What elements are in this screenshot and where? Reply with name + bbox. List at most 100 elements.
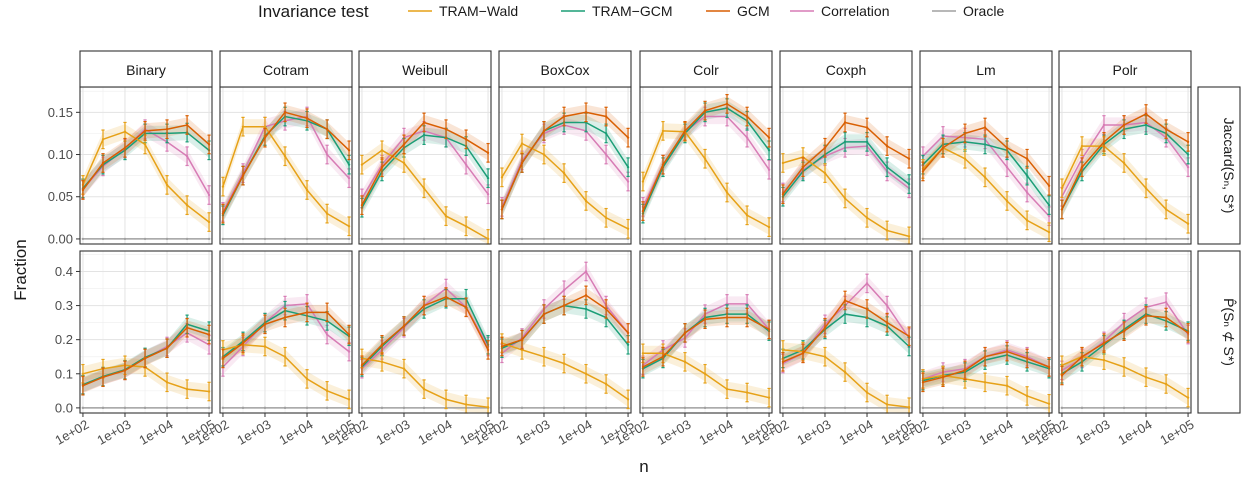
data-point <box>801 406 805 410</box>
data-point <box>464 138 468 141</box>
strip-coxph: Coxph <box>779 50 913 88</box>
data-point <box>347 237 351 241</box>
data-point <box>745 391 749 394</box>
data-point <box>1025 237 1029 241</box>
data-point <box>305 311 309 314</box>
panel-lm-row1 <box>919 86 1053 245</box>
ribbon-tram-wald <box>1061 138 1189 232</box>
panel-coxph-row2 <box>779 250 913 414</box>
x-tick-label: 1e+03 <box>934 417 973 448</box>
strip-box <box>919 50 1053 88</box>
data-point <box>1144 314 1148 317</box>
data-point <box>703 157 707 160</box>
panel-background <box>780 251 912 413</box>
data-point <box>921 381 925 384</box>
data-point <box>123 237 127 241</box>
data-point <box>221 212 225 215</box>
data-point <box>1186 222 1190 225</box>
data-point <box>283 237 287 241</box>
data-point <box>500 208 504 211</box>
data-point <box>1186 331 1190 335</box>
data-point <box>983 143 987 146</box>
data-point <box>283 316 287 319</box>
ribbon-tram-wald <box>361 350 489 413</box>
data-point <box>165 237 169 241</box>
data-point <box>1186 153 1190 156</box>
ribbon-tram-wald <box>922 368 1050 412</box>
data-point <box>500 176 504 179</box>
ribbon-tram-gcm <box>782 134 910 205</box>
data-point <box>907 182 911 186</box>
series-gcm <box>221 302 351 369</box>
data-point <box>305 188 309 192</box>
data-point <box>444 128 448 131</box>
data-point <box>143 143 147 146</box>
data-point <box>123 130 127 133</box>
ribbon-correlation <box>361 281 489 377</box>
x-tick-label: 1e+04 <box>136 417 175 448</box>
panel-colr-row2 <box>639 250 773 414</box>
series-gcm <box>221 102 351 224</box>
strip-label: Cotram <box>263 62 309 78</box>
data-point <box>1102 406 1106 410</box>
panel-colr-row1 <box>639 86 773 245</box>
data-point <box>101 375 105 379</box>
data-point <box>422 121 426 124</box>
data-point <box>347 176 351 180</box>
data-point <box>584 294 588 297</box>
panel-weibull-row2 <box>358 250 492 414</box>
data-point <box>562 362 566 365</box>
panel-border <box>498 250 632 414</box>
data-point <box>1060 237 1064 241</box>
data-point <box>703 109 707 112</box>
ribbon-gcm <box>361 114 489 213</box>
data-point <box>380 149 384 152</box>
strip-label: Binary <box>126 62 166 78</box>
data-point <box>823 146 827 149</box>
data-point <box>402 406 406 410</box>
data-point <box>207 220 211 224</box>
data-point <box>584 270 588 273</box>
data-point <box>1102 341 1106 345</box>
row-strip-1: Jaccard(Sₙ, S*) <box>1197 86 1241 245</box>
data-point <box>347 149 351 152</box>
y-tick-label: 0.4 <box>55 264 73 279</box>
data-point <box>843 237 847 241</box>
data-point <box>562 115 566 118</box>
series-oracle <box>81 406 211 410</box>
data-point <box>801 165 805 169</box>
series-oracle <box>81 237 211 241</box>
data-point <box>360 163 364 166</box>
ribbon-tram-wald <box>501 136 629 237</box>
data-point <box>380 343 384 346</box>
panel-boxcox-row1 <box>498 86 632 245</box>
data-point <box>626 165 630 169</box>
data-point <box>464 237 468 241</box>
data-point <box>221 237 225 241</box>
legend-label-correlation: Correlation <box>821 3 889 19</box>
data-point <box>626 227 630 231</box>
series-gcm <box>641 93 771 221</box>
data-point <box>885 144 889 148</box>
x-axis-title: n <box>639 457 648 476</box>
strip-label: BoxCox <box>540 62 589 78</box>
y-axis-title: Fraction <box>11 239 30 300</box>
data-point <box>1186 396 1190 399</box>
data-point <box>661 237 665 241</box>
data-point <box>1144 123 1148 127</box>
data-point <box>165 347 169 350</box>
panel-background <box>640 251 772 413</box>
data-point <box>143 237 147 241</box>
data-point <box>165 381 169 384</box>
data-point <box>422 133 426 137</box>
data-point <box>347 398 351 401</box>
data-point <box>584 111 588 114</box>
data-point <box>921 237 925 241</box>
data-point <box>143 129 147 133</box>
panel-lm-row2 <box>919 250 1053 414</box>
series-gcm <box>500 102 630 220</box>
data-point <box>542 312 546 316</box>
data-point <box>865 282 869 285</box>
data-point <box>165 183 169 187</box>
data-point <box>1005 165 1009 169</box>
